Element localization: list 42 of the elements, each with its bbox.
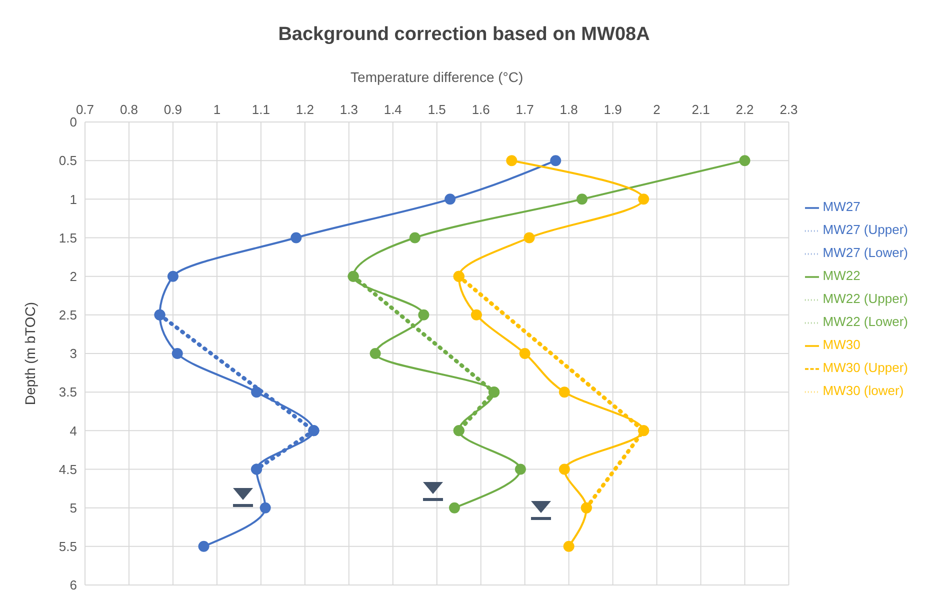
legend-label: MW27 (Upper) bbox=[822, 222, 908, 237]
legend-label: MW30 bbox=[822, 337, 860, 352]
y-tick-label: 4 bbox=[70, 423, 77, 438]
x-tick-label: 2.1 bbox=[692, 102, 710, 117]
legend-label: MW30 (Upper) bbox=[822, 360, 908, 375]
y-tick-label: 2 bbox=[70, 268, 77, 284]
legend-label: MW22 (Lower) bbox=[822, 314, 908, 329]
x-tick-label: 1.4 bbox=[384, 102, 402, 117]
y-tick-label: 1.5 bbox=[58, 230, 77, 246]
x-tick-label: 1.5 bbox=[428, 102, 446, 117]
x-tick-label: 1.1 bbox=[252, 102, 270, 117]
chart-title: Background correction based on MW08A bbox=[277, 24, 651, 46]
x-tick-label: 0.7 bbox=[76, 102, 94, 117]
x-tick-label: 2.2 bbox=[736, 102, 754, 117]
legend-label: MW22 (Upper) bbox=[822, 291, 908, 306]
x-tick-label: 1.3 bbox=[340, 102, 358, 117]
x-tick-label: 1.9 bbox=[604, 102, 622, 117]
x-tick-label: 2 bbox=[653, 102, 660, 117]
legend-label: MW27 (Lower) bbox=[822, 245, 908, 260]
legend-label: MW22 bbox=[822, 268, 860, 283]
y-axis-title: Depth (m bTOC) bbox=[22, 302, 38, 406]
y-tick-label: 3.5 bbox=[58, 384, 77, 400]
y-tick-label: 2.5 bbox=[58, 308, 77, 323]
y-tick-label: 5.5 bbox=[58, 539, 77, 554]
y-tick-label: 0 bbox=[70, 114, 77, 130]
x-tick-label: 2.3 bbox=[780, 102, 798, 117]
y-tick-label: 0.5 bbox=[58, 153, 77, 168]
y-tick-label: 1 bbox=[70, 192, 77, 207]
x-tick-label: 1.6 bbox=[472, 102, 490, 117]
x-tick-label: 1 bbox=[213, 102, 221, 117]
y-tick-label: 5 bbox=[70, 500, 77, 516]
x-tick-label: 0.9 bbox=[164, 102, 182, 117]
x-tick-label: 1.7 bbox=[516, 102, 534, 117]
y-tick-label: 4.5 bbox=[58, 462, 77, 477]
legend-label: MW27 bbox=[822, 199, 860, 214]
x-tick-label: 0.8 bbox=[120, 102, 138, 117]
legend-label: MW30 (lower) bbox=[822, 383, 904, 398]
y-tick-label: 3 bbox=[70, 346, 77, 362]
x-tick-label: 1.2 bbox=[296, 102, 314, 117]
y-tick-label: 6 bbox=[70, 578, 77, 593]
x-axis-title: Temperature difference (°C) bbox=[350, 68, 524, 85]
x-tick-label: 1.8 bbox=[560, 102, 578, 117]
